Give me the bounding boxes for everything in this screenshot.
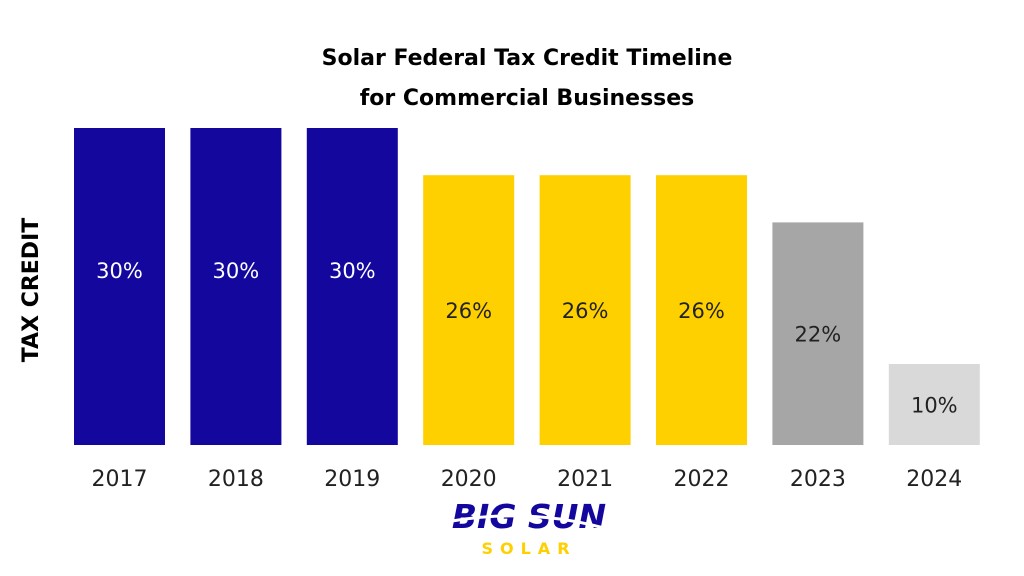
bar-2024 bbox=[888, 364, 980, 445]
x-tick-label-2022: 2022 bbox=[674, 467, 730, 492]
data-label-2019: 30% bbox=[329, 259, 376, 283]
x-tick-label-2024: 2024 bbox=[906, 467, 962, 492]
data-label-2020: 26% bbox=[445, 299, 492, 323]
logo: BIG SUN SOLAR bbox=[451, 497, 606, 558]
x-tick-label-2023: 2023 bbox=[790, 467, 846, 492]
x-tick-label-2021: 2021 bbox=[557, 467, 613, 492]
y-axis-label: TAX CREDIT bbox=[19, 218, 44, 363]
bar-2020 bbox=[423, 175, 515, 445]
data-label-2021: 26% bbox=[562, 299, 609, 323]
x-tick-label-2019: 2019 bbox=[324, 467, 380, 492]
bar-2023 bbox=[772, 222, 864, 445]
bar-2019 bbox=[306, 128, 398, 445]
bar-2017 bbox=[74, 128, 165, 445]
logo-swoosh bbox=[451, 514, 605, 530]
bar-2022 bbox=[656, 175, 747, 445]
bar-2018 bbox=[190, 128, 282, 445]
x-tick-label-2017: 2017 bbox=[92, 467, 148, 492]
x-tick-label-2018: 2018 bbox=[208, 467, 264, 492]
x-tick-label-2020: 2020 bbox=[441, 467, 497, 492]
chart-title-line-2: for Commercial Businesses bbox=[360, 86, 695, 111]
data-label-2023: 22% bbox=[795, 323, 842, 347]
data-label-2024: 10% bbox=[911, 394, 958, 418]
chart-title-line-1: Solar Federal Tax Credit Timeline bbox=[322, 46, 733, 71]
logo-solar: SOLAR bbox=[481, 539, 576, 558]
data-label-2018: 30% bbox=[213, 259, 260, 283]
data-label-2022: 26% bbox=[678, 299, 725, 323]
bar-2021 bbox=[539, 175, 631, 445]
data-label-2017: 30% bbox=[96, 259, 143, 283]
